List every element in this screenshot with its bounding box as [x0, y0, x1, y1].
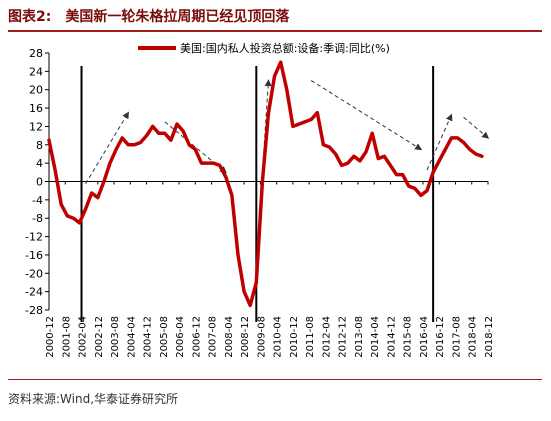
y-tick-label: -8	[32, 212, 43, 225]
x-tick-label: 2018-04	[468, 316, 479, 358]
x-tick-label: 2011-08	[305, 316, 316, 358]
title-rule	[8, 30, 542, 32]
x-tick-label: 2010-12	[289, 316, 300, 358]
y-tick-label: 28	[29, 47, 43, 60]
x-tick-label: 2012-12	[338, 316, 349, 358]
y-tick-label: -28	[25, 304, 43, 317]
x-tick-label: 2004-12	[143, 316, 154, 358]
x-tick-label: 2014-04	[370, 316, 381, 358]
x-tick-label: 2004-04	[126, 316, 137, 358]
y-tick-label: -24	[25, 286, 43, 299]
x-tick-label: 2009-08	[256, 316, 267, 358]
x-tick-label: 2013-08	[354, 316, 365, 358]
y-tick-label: -16	[25, 249, 43, 262]
x-tick-label: 2015-08	[403, 316, 414, 358]
x-tick-label: 2002-12	[94, 316, 105, 358]
x-tick-label: 2008-04	[224, 316, 235, 358]
x-tick-label: 2007-08	[208, 316, 219, 358]
y-tick-label: 0	[36, 176, 43, 189]
x-tick-label: 2018-12	[484, 316, 495, 358]
x-tick-label: 2005-08	[159, 316, 170, 358]
source-note: 资料来源:Wind,华泰证券研究所	[8, 392, 179, 406]
x-tick-label: 2016-04	[419, 316, 430, 358]
x-axis: 2000-12 2001-08 2002-04 2002-12 2003-08 2004-…	[45, 181, 495, 358]
y-tick-label: 24	[29, 65, 43, 78]
x-tick-label: 2002-04	[78, 316, 89, 358]
y-tick-label: 16	[29, 102, 43, 115]
figure-title: 图表2: 美国新一轮朱格拉周期已经见顶回落	[8, 6, 289, 26]
y-tick-label: -4	[32, 194, 43, 207]
trend-arrow	[310, 80, 423, 151]
x-tick-label: 2006-04	[175, 316, 186, 358]
x-tick-label: 2014-12	[386, 316, 397, 358]
x-tick-label: 2012-04	[321, 316, 332, 358]
y-tick-label: 4	[36, 157, 43, 170]
y-tick-label: 12	[29, 120, 43, 133]
x-tick-label: 2016-12	[435, 316, 446, 358]
y-tick-label: -20	[25, 267, 43, 280]
x-tick-label: 2003-08	[110, 316, 121, 358]
legend: 美国:国内私人投资总额:设备:季调:同比(%)	[138, 41, 390, 55]
x-tick-label: 2010-04	[273, 316, 284, 358]
x-tick-label: 2006-12	[191, 316, 202, 358]
y-tick-label: 8	[36, 139, 43, 152]
legend-label: 美国:国内私人投资总额:设备:季调:同比(%)	[180, 41, 390, 55]
x-tick-label: 2001-08	[61, 316, 72, 358]
x-tick-label: 2008-12	[240, 316, 251, 358]
figure-label: 图表2:	[8, 9, 52, 25]
trend-arrow	[463, 116, 490, 139]
y-axis: -28 -24 -20 -16 -12 -8 -4 0 4 8 12 16 20 24 28	[25, 47, 50, 317]
series-layer	[47, 60, 484, 308]
x-tick-label: 2000-12	[45, 316, 56, 358]
series-line	[47, 60, 484, 308]
footer-rule	[8, 379, 542, 380]
x-tick-label: 2017-08	[451, 316, 462, 358]
y-tick-label: -12	[25, 231, 43, 244]
trend-arrow	[426, 113, 453, 171]
figure-title-text: 美国新一轮朱格拉周期已经见顶回落	[65, 9, 290, 25]
y-tick-label: 20	[29, 84, 43, 97]
